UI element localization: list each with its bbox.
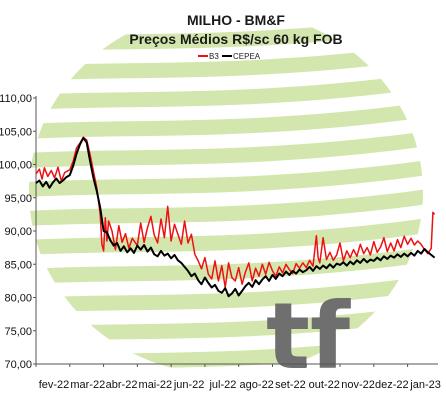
series-lines bbox=[35, 136, 436, 298]
watermark-band bbox=[29, 68, 423, 113]
watermark-band bbox=[29, 242, 423, 287]
y-axis-ticks: 110,00 105,00 100,00 95,00 90,00 85,00 80,00 75… bbox=[0, 93, 36, 371]
chart-subtitle: Preços Médios R$/sc 60 kg FOB bbox=[129, 31, 342, 47]
x-tick-label: ago-22 bbox=[240, 379, 274, 391]
x-tick-label: jun-22 bbox=[173, 379, 205, 391]
x-tick-label: out-22 bbox=[309, 379, 340, 391]
x-tick-label: nov-22 bbox=[341, 379, 375, 391]
x-tick-label: jul-22 bbox=[208, 379, 236, 391]
watermark-band bbox=[29, 97, 423, 142]
x-tick-label: dez-22 bbox=[375, 379, 409, 391]
x-tick-label: mar-22 bbox=[70, 379, 105, 391]
watermark-band bbox=[29, 155, 423, 200]
series-line-cepea bbox=[35, 136, 436, 298]
legend-label-b3: B3 bbox=[209, 52, 219, 61]
x-tick-label: jan-23 bbox=[409, 379, 441, 391]
watermark-band bbox=[29, 184, 423, 229]
watermark-band bbox=[29, 39, 423, 84]
watermark-band bbox=[29, 271, 423, 316]
y-tick-label: 70,00 bbox=[4, 359, 32, 371]
y-tick-label: 110,00 bbox=[0, 93, 32, 105]
legend-label-cepea: CEPEA bbox=[233, 52, 261, 61]
legend: B3 CEPEA bbox=[198, 52, 261, 61]
watermark-logo: tf bbox=[266, 283, 351, 390]
y-tick-label: 95,00 bbox=[4, 193, 32, 205]
x-axis-ticks: fev-22 mar-22 abr-22 mai-22 jun-22 jul-22 ago-… bbox=[35, 364, 441, 391]
watermark-bands bbox=[29, 10, 423, 374]
chart-title: MILHO - BM&F bbox=[187, 12, 285, 28]
y-tick-label: 80,00 bbox=[4, 293, 32, 305]
series-line-b3 bbox=[35, 136, 436, 289]
x-tick-label: set-22 bbox=[275, 379, 306, 391]
y-tick-label: 105,00 bbox=[0, 126, 32, 138]
watermark-band bbox=[29, 213, 423, 258]
y-tick-label: 85,00 bbox=[4, 259, 32, 271]
x-tick-label: mai-22 bbox=[139, 379, 173, 391]
y-tick-label: 100,00 bbox=[0, 160, 32, 172]
x-tick-label: fev-22 bbox=[39, 379, 70, 391]
y-tick-label: 75,00 bbox=[4, 326, 32, 338]
watermark-background bbox=[29, 10, 423, 374]
watermark-band bbox=[29, 300, 423, 345]
axes bbox=[35, 96, 438, 365]
watermark-band bbox=[29, 126, 423, 171]
x-tick-label: abr-22 bbox=[106, 379, 138, 391]
y-tick-label: 90,00 bbox=[4, 226, 32, 238]
